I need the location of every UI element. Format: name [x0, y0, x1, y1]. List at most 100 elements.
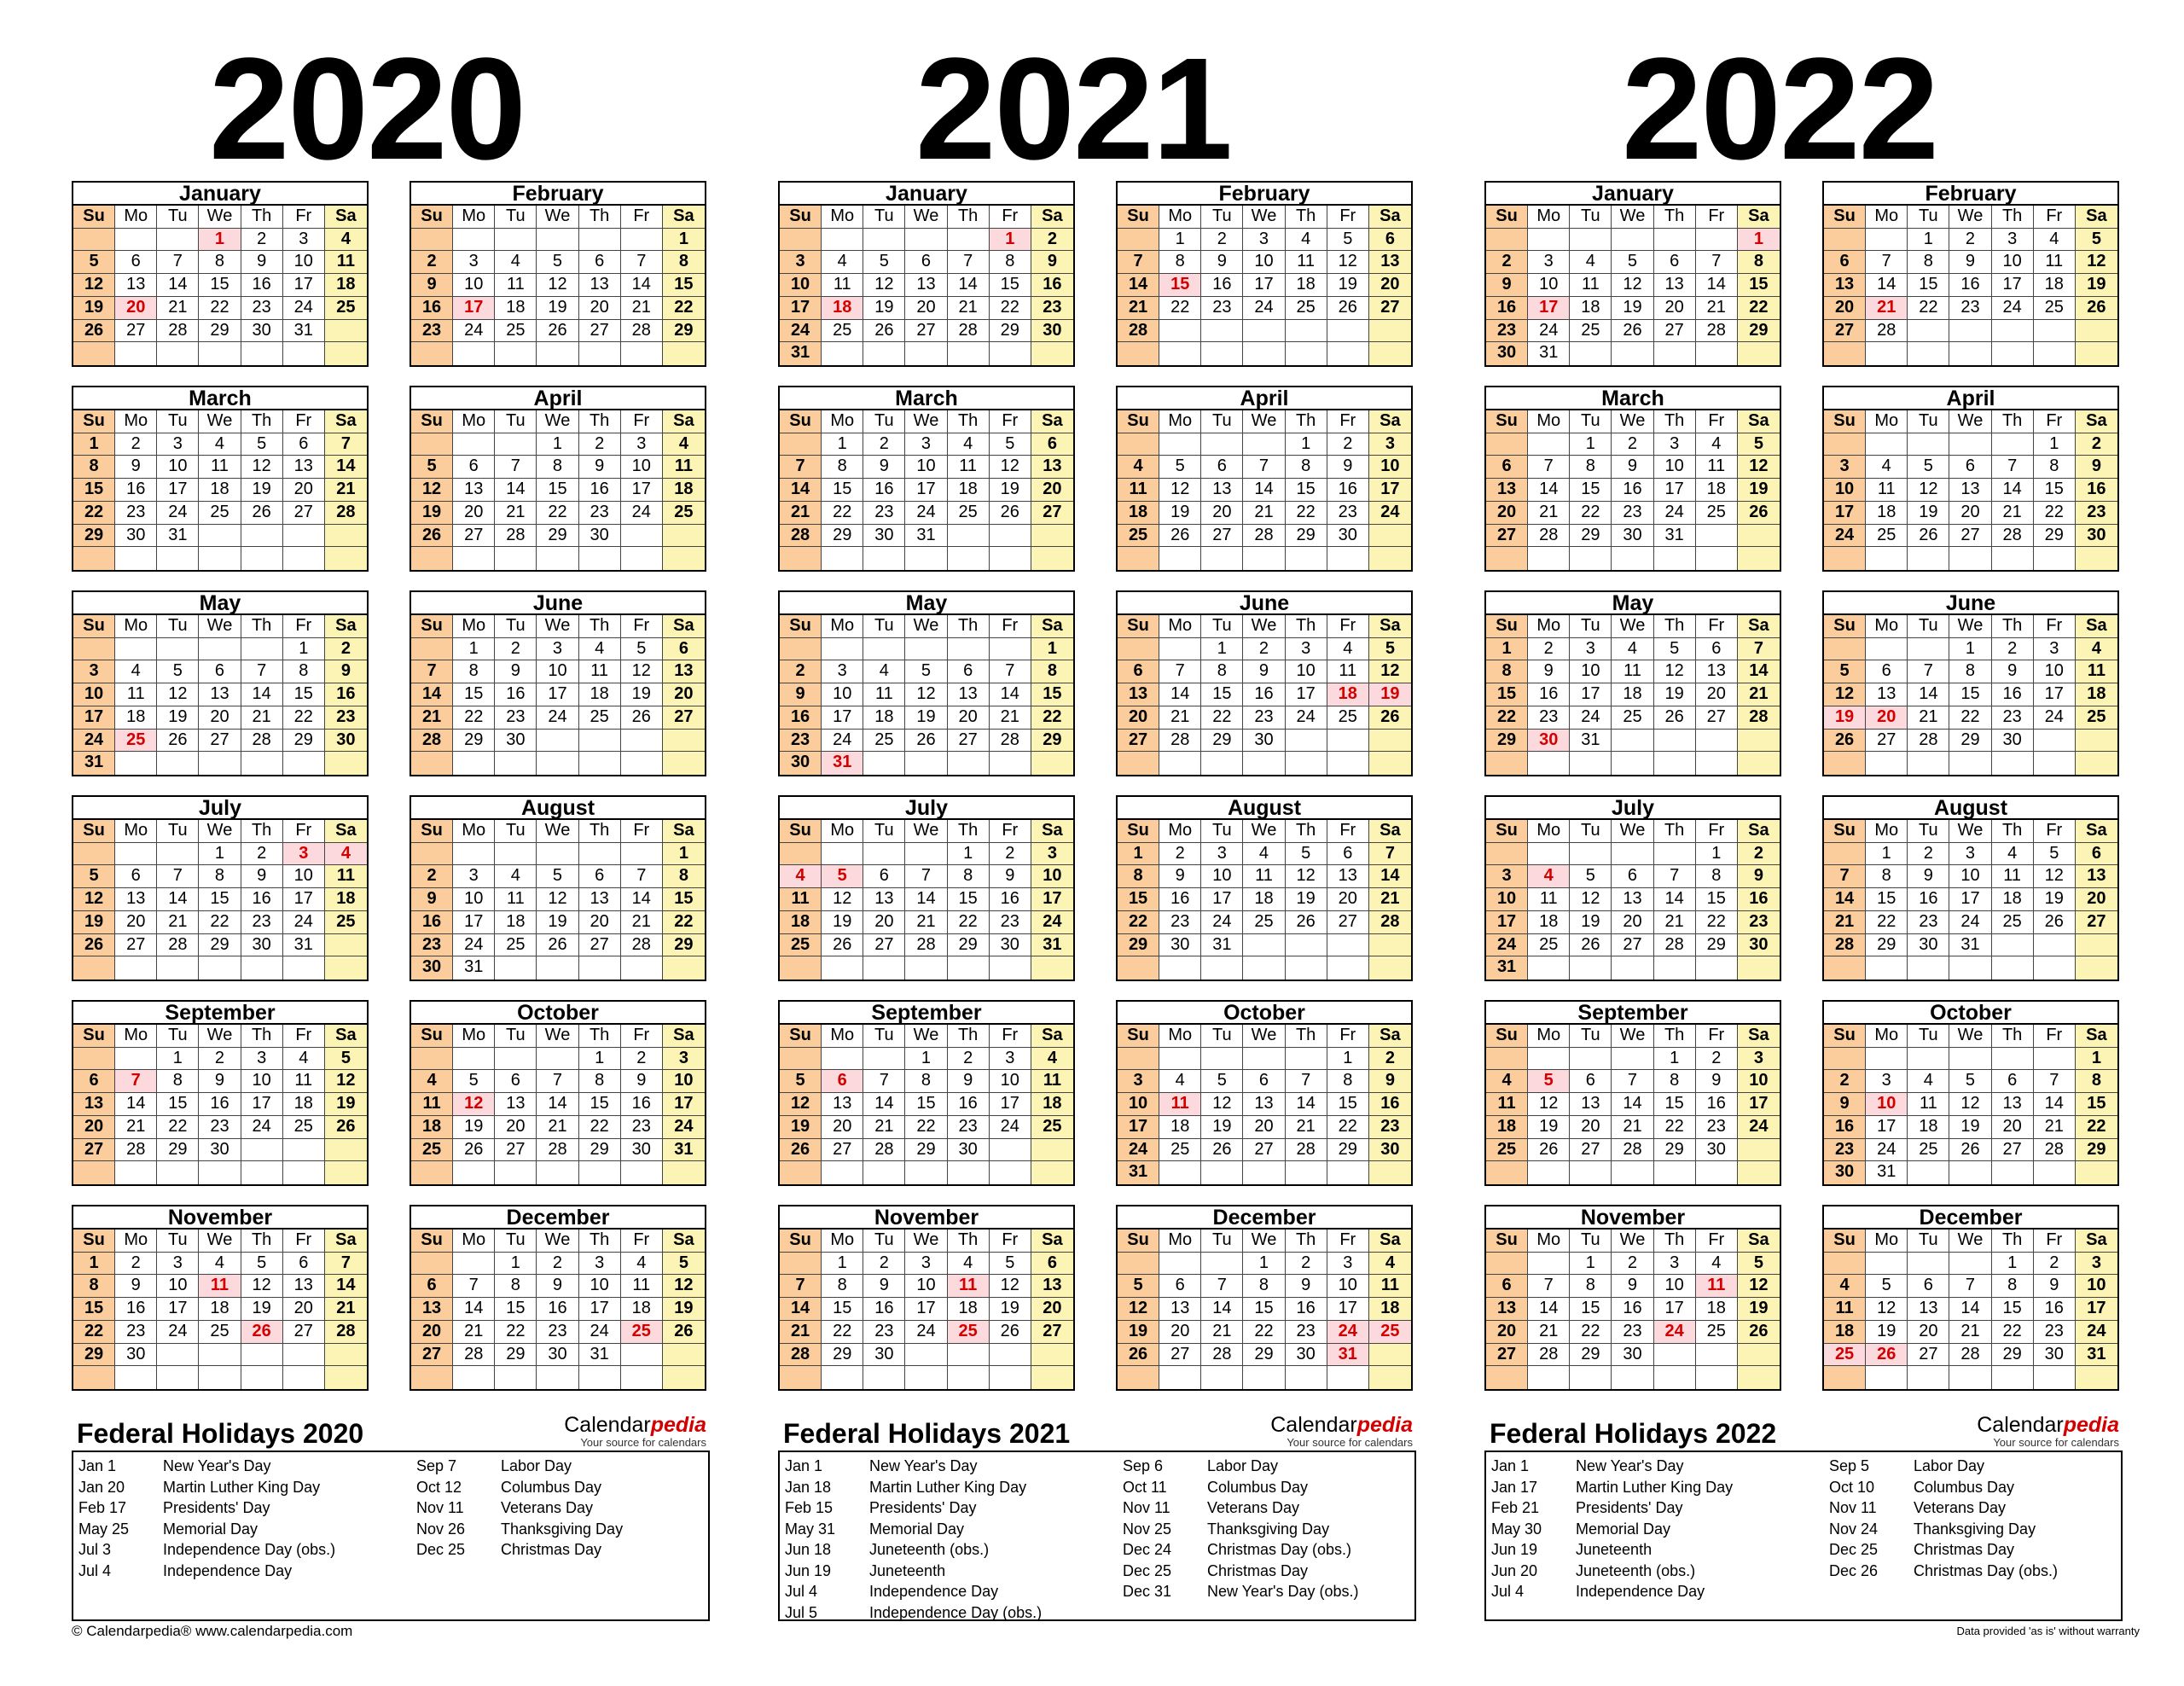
day-cell: 5 [905, 660, 948, 684]
day-cell: 19 [1737, 1298, 1780, 1321]
empty-cell [157, 956, 200, 980]
empty-cell [1243, 547, 1286, 570]
holiday-row: Nov 25 Thanksgiving Day [1123, 1519, 1359, 1540]
day-cell: 11 [1866, 479, 1908, 502]
holiday-row: Feb 21 Presidents' Day [1491, 1497, 1733, 1519]
empty-cell [948, 1366, 990, 1389]
day-cell: 23 [1327, 501, 1369, 525]
day-cell: 22 [1243, 1320, 1286, 1344]
day-cell: 9 [1243, 660, 1286, 684]
holiday-date: Nov 26 [416, 1520, 466, 1538]
holiday-row: Dec 25 Christmas Day [416, 1539, 623, 1561]
weekday-header: Tu [863, 206, 906, 229]
holiday-row: Jan 17 Martin Luther King Day [1491, 1477, 1733, 1498]
day-cell: 31 [453, 956, 496, 980]
day-cell: 28 [989, 729, 1031, 753]
day-cell: 23 [1824, 1138, 1867, 1162]
empty-cell [324, 1161, 367, 1184]
day-cell: 10 [157, 1275, 200, 1299]
day-cell: 12 [1118, 1298, 1160, 1321]
empty-cell [495, 342, 537, 365]
day-cell: 30 [241, 319, 283, 343]
weekday-header: Mo [453, 820, 496, 843]
day-cell: 3 [1528, 251, 1571, 275]
month-april-2020: April Su Mo Tu We Th Fr Sa 1 2 3 4 5 6 7 8 9 10 11 12 13 14 15… [410, 386, 706, 572]
weekday-header: Tu [1201, 1025, 1244, 1048]
day-cell: 25 [1991, 910, 2034, 934]
day-cell: 7 [1908, 660, 1950, 684]
day-cell: 14 [989, 683, 1031, 706]
day-cell: 22 [822, 501, 864, 525]
day-cell: 2 [495, 637, 537, 661]
day-cell: 19 [73, 910, 116, 934]
empty-cell [1908, 342, 1950, 365]
empty-cell [73, 956, 116, 980]
day-cell: 10 [1949, 865, 1992, 889]
empty-cell [1118, 1366, 1160, 1389]
weekday-header: Mo [115, 820, 158, 843]
day-cell: 26 [1612, 319, 1654, 343]
day-cell: 4 [620, 1252, 663, 1276]
day-cell: 11 [1486, 1093, 1529, 1116]
holiday-row: Jul 3 Independence Day (obs.) [78, 1539, 335, 1561]
day-cell: 2 [578, 433, 621, 456]
day-cell: 24 [241, 1115, 283, 1139]
empty-cell [1908, 547, 1950, 570]
holiday-date: Dec 26 [1829, 1561, 1879, 1579]
holiday-row: Jul 5 Independence Day (obs.) [785, 1602, 1042, 1624]
day-cell: 15 [2075, 1093, 2117, 1116]
empty-cell [1201, 547, 1244, 570]
day-cell: 26 [537, 319, 579, 343]
day-cell: 26 [620, 706, 663, 730]
brand-name-red: pedia [2063, 1413, 2119, 1437]
day-cell: 3 [822, 660, 864, 684]
empty-cell [241, 1161, 283, 1184]
day-cell: 26 [1327, 296, 1369, 320]
day-cell: 28 [863, 1138, 906, 1162]
holiday-date: Dec 25 [1829, 1541, 1879, 1558]
day-cell: 27 [1908, 1343, 1950, 1367]
empty-cell [1285, 319, 1327, 343]
empty-cell [537, 956, 579, 980]
weekday-header: Mo [1528, 820, 1571, 843]
empty-cell [990, 1366, 1031, 1389]
day-cell: 18 [1612, 683, 1654, 706]
day-cell: 21 [1908, 706, 1950, 730]
day-cell: 28 [780, 1343, 822, 1367]
day-cell: 22 [1570, 1320, 1612, 1344]
day-cell: 15 [199, 888, 241, 911]
day-cell: 20 [411, 1320, 454, 1344]
empty-cell [1528, 1252, 1571, 1276]
empty-cell [1368, 319, 1411, 343]
day-cell: 9 [1486, 274, 1529, 297]
weekday-header: Mo [1528, 615, 1571, 638]
day-cell: 16 [780, 706, 822, 730]
weekday-header: We [1612, 820, 1654, 843]
month-name: June [411, 592, 705, 615]
day-grid: Su Mo Tu We Th Fr Sa 1 2 3 4 5 6 7 8 9 10 11 12 13 14 15 16 17 1… [1486, 1230, 1780, 1389]
day-cell: 24 [73, 729, 116, 753]
empty-cell [73, 342, 116, 365]
day-cell: 25 [947, 1320, 990, 1344]
empty-cell [1653, 1343, 1696, 1367]
empty-cell [283, 547, 325, 570]
brand-tagline: Your source for calendars [1993, 1436, 2119, 1449]
day-cell: 18 [1991, 888, 2034, 911]
day-cell: 4 [863, 660, 906, 684]
day-cell: 3 [73, 660, 116, 684]
day-cell: 29 [1653, 1138, 1696, 1162]
weekday-header: Sa [2075, 1025, 2117, 1048]
empty-cell [905, 228, 948, 252]
day-cell: 11 [1118, 479, 1160, 502]
empty-cell [948, 342, 990, 365]
day-cell: 22 [453, 706, 496, 730]
day-cell: 16 [1991, 683, 2034, 706]
day-cell: 29 [453, 729, 496, 753]
empty-cell [1159, 637, 1202, 661]
day-cell: 7 [1201, 1275, 1244, 1299]
day-cell: 11 [115, 683, 158, 706]
day-cell: 30 [1737, 933, 1780, 957]
day-grid: Su Mo Tu We Th Fr Sa 1 2 3 4 5 6 7 8 9 10 11 12 13 14 15 16 17 1… [780, 1230, 1073, 1389]
month-august-2020: August Su Mo Tu We Th Fr Sa 1 2 3 4 5 6 7 8 9 10 11 12 13 14 1… [410, 795, 706, 981]
weekday-header: We [1243, 410, 1286, 433]
